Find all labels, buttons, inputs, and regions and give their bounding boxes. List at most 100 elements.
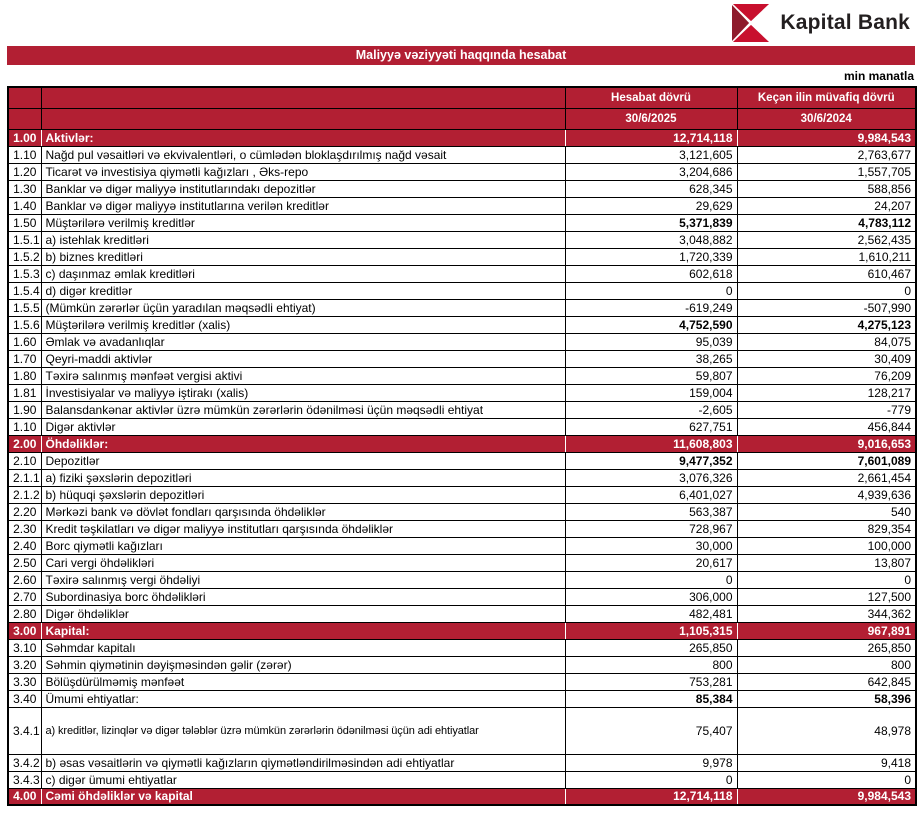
value-current: 9,978 <box>564 753 738 772</box>
value-current: 1,105,315 <box>564 621 738 640</box>
table-row: 1.20 Ticarət və investisiya qiymətli kağı… <box>7 162 917 181</box>
value-prior: 30,409 <box>736 349 917 368</box>
row-label: Subordinasiya borc öhdəlikləri <box>40 587 566 606</box>
row-num: 2.60 <box>7 570 42 589</box>
value-current: 5,371,839 <box>564 213 738 232</box>
corner-cell <box>40 107 566 130</box>
page-header: Kapital Bank <box>0 0 922 46</box>
value-current: 627,751 <box>564 417 738 436</box>
row-label: Cari vergi öhdəlikləri <box>40 553 566 572</box>
row-num: 2.20 <box>7 502 42 521</box>
value-prior: -779 <box>736 400 917 419</box>
header-row-period: Hesabat dövrü Keçən ilin müvafiq dövrü <box>7 86 917 109</box>
report-title-banner: Maliyyə vəziyyəti haqqında hesabat <box>7 46 915 65</box>
row-label: Kapital: <box>40 621 566 640</box>
row-label: İnvestisiyalar və maliyyə iştirakı (xali… <box>40 383 566 402</box>
value-prior: 2,562,435 <box>736 230 917 249</box>
header-row-date: 30/6/2025 30/6/2024 <box>7 107 917 130</box>
row-num: 1.5.1 <box>7 230 42 249</box>
table-row: 1.5.4 d) digər kreditlər 0 0 <box>7 281 917 300</box>
row-num: 3.4.1 <box>7 706 42 755</box>
row-label: Qeyri-maddi aktivlər <box>40 349 566 368</box>
table-row: 2.1.1 a) fiziki şəxslərin depozitləri 3,07… <box>7 468 917 487</box>
value-prior: 344,362 <box>736 604 917 623</box>
row-num: 1.5.6 <box>7 315 42 334</box>
value-prior: 4,275,123 <box>736 315 917 334</box>
row-label: Kredit təşkilatları və digər maliyyə ins… <box>40 519 566 538</box>
table-row: 1.81 İnvestisiyalar və maliyyə iştirakı (… <box>7 383 917 402</box>
row-label: Aktivlər: <box>40 128 566 147</box>
value-current: 563,387 <box>564 502 738 521</box>
row-label: Nağd pul vəsaitləri və ekvivalentləri, o… <box>40 145 566 164</box>
value-current: 29,629 <box>564 196 738 215</box>
row-num: 2.1.1 <box>7 468 42 487</box>
value-prior: 4,939,636 <box>736 485 917 504</box>
row-label: Borc qiymətli kağızları <box>40 536 566 555</box>
value-current: 9,477,352 <box>564 451 738 470</box>
value-current: 753,281 <box>564 672 738 691</box>
row-label: Cəmi öhdəliklər və kapital <box>40 787 566 806</box>
value-prior: 9,984,543 <box>736 787 917 806</box>
row-label: Depozitlər <box>40 451 566 470</box>
row-label: Ümumi ehtiyatlar: <box>40 689 566 708</box>
table-row: 2.30 Kredit təşkilatları və digər maliyyə… <box>7 519 917 538</box>
row-num: 3.10 <box>7 638 42 657</box>
value-current: 306,000 <box>564 587 738 606</box>
row-label: b) biznes kreditləri <box>40 247 566 266</box>
value-current: 95,039 <box>564 332 738 351</box>
table-row: 1.5.5 (Mümkün zərərlər üçün yaradılan məq… <box>7 298 917 317</box>
value-prior: 1,610,211 <box>736 247 917 266</box>
value-current: 6,401,027 <box>564 485 738 504</box>
value-current: 1,720,339 <box>564 247 738 266</box>
row-label: Səhmdar kapitalı <box>40 638 566 657</box>
row-num: 3.30 <box>7 672 42 691</box>
row-label: Digər öhdəliklər <box>40 604 566 623</box>
value-prior: 128,217 <box>736 383 917 402</box>
value-current: 159,004 <box>564 383 738 402</box>
value-prior: 76,209 <box>736 366 917 385</box>
row-label: c) daşınmaz əmlak kreditləri <box>40 264 566 283</box>
value-prior: 7,601,089 <box>736 451 917 470</box>
table-row: 1.70 Qeyri-maddi aktivlər 38,265 30,409 <box>7 349 917 368</box>
value-prior: 9,016,653 <box>736 434 917 453</box>
row-num: 2.1.2 <box>7 485 42 504</box>
value-prior: 4,783,112 <box>736 213 917 232</box>
value-prior: 829,354 <box>736 519 917 538</box>
value-current: -619,249 <box>564 298 738 317</box>
brand-name: Kapital Bank <box>780 11 910 34</box>
row-num: 1.00 <box>7 128 42 147</box>
value-prior: 127,500 <box>736 587 917 606</box>
table-row: 3.30 Bölüşdürülməmiş mənfəət 753,281 642,84… <box>7 672 917 691</box>
row-label: Səhmin qiymətinin dəyişməsindən gəlir (z… <box>40 655 566 674</box>
table-row: 1.30 Banklar və digər maliyyə institutlar… <box>7 179 917 198</box>
row-num: 1.5.3 <box>7 264 42 283</box>
table-row: 2.1.2 b) hüquqi şəxslərin depozitləri 6,40… <box>7 485 917 504</box>
value-current: 20,617 <box>564 553 738 572</box>
value-current: 3,076,326 <box>564 468 738 487</box>
row-label: (Mümkün zərərlər üçün yaradılan məqsədli… <box>40 298 566 317</box>
report-title: Maliyyə vəziyyəti haqqında hesabat <box>355 48 567 62</box>
table-row: 3.4.1 a) kreditlər, lizinqlər və digər tə… <box>7 706 917 755</box>
value-current: 0 <box>564 281 738 300</box>
row-num: 3.40 <box>7 689 42 708</box>
row-label: Öhdəliklər: <box>40 434 566 453</box>
value-prior: 0 <box>736 281 917 300</box>
value-prior: 24,207 <box>736 196 917 215</box>
value-current: 3,204,686 <box>564 162 738 181</box>
value-current: 728,967 <box>564 519 738 538</box>
table-row: 1.5.1 a) istehlak kreditləri 3,048,882 2,56… <box>7 230 917 249</box>
value-prior: 540 <box>736 502 917 521</box>
row-num: 1.5.2 <box>7 247 42 266</box>
value-prior: 2,661,454 <box>736 468 917 487</box>
financial-statement-table: Hesabat dövrü Keçən ilin müvafiq dövrü 3… <box>7 86 917 806</box>
table-row: 3.00 Kapital: 1,105,315 967,891 <box>7 621 917 640</box>
table-row: 2.80 Digər öhdəliklər 482,481 344,362 <box>7 604 917 623</box>
row-label: d) digər kreditlər <box>40 281 566 300</box>
row-label: Banklar və digər maliyyə institutlarına … <box>40 196 566 215</box>
row-num: 1.81 <box>7 383 42 402</box>
value-prior: 967,891 <box>736 621 917 640</box>
value-current: 602,618 <box>564 264 738 283</box>
row-num: 1.70 <box>7 349 42 368</box>
table-row: 1.10 Digər aktivlər 627,751 456,844 <box>7 417 917 436</box>
value-prior: 265,850 <box>736 638 917 657</box>
